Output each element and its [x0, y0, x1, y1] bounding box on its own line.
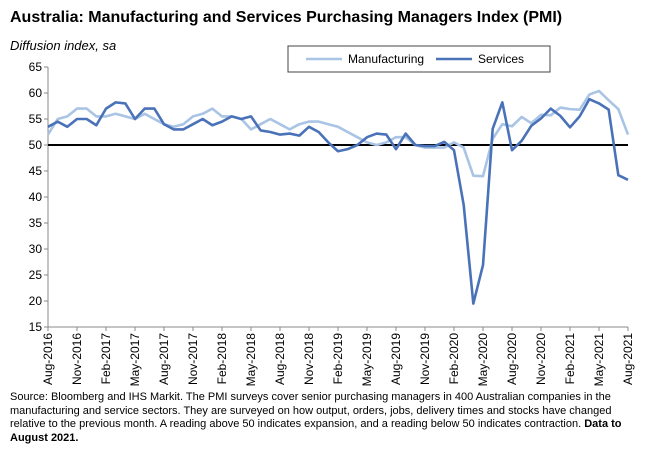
y-tick-label: 30 — [29, 242, 43, 256]
chart: Australia: Manufacturing and Services Pu… — [10, 9, 635, 387]
series-line — [46, 89, 630, 178]
x-tick-label: Aug-2016 — [41, 333, 55, 385]
x-tick-label: May-2019 — [360, 333, 374, 387]
x-tick-label: Nov-2017 — [186, 333, 200, 385]
x-tick-label: Aug-2020 — [505, 333, 519, 385]
x-tick-label: May-2018 — [244, 333, 258, 387]
x-tick-label: Feb-2018 — [215, 333, 229, 385]
y-tick-label: 60 — [29, 86, 43, 100]
y-tick-label: 65 — [29, 60, 43, 74]
source-text: Source: Bloomberg and IHS Markit. The PM… — [10, 391, 612, 430]
x-tick-label: Nov-2020 — [534, 333, 548, 385]
x-tick-label: May-2021 — [592, 333, 606, 387]
x-tick-label: Nov-2019 — [418, 333, 432, 385]
source-bold: Data to August 2021. — [10, 418, 622, 444]
x-tick-label: Aug-2018 — [273, 333, 287, 385]
x-tick-label: Feb-2019 — [331, 333, 345, 385]
y-tick-label: 15 — [29, 320, 43, 334]
chart-title: Australia: Manufacturing and Services Pu… — [10, 9, 562, 26]
x-tick-label: Aug-2017 — [157, 333, 171, 385]
x-tick-label: Aug-2019 — [389, 333, 403, 385]
source-note: Source: Bloomberg and IHS Markit. The PM… — [10, 391, 638, 445]
x-tick-label: May-2020 — [476, 333, 490, 387]
y-tick-label: 50 — [29, 138, 43, 152]
x-tick-label: Feb-2021 — [563, 333, 577, 385]
subtitle: Diffusion index, sa — [10, 38, 116, 53]
legend-label: Manufacturing — [348, 52, 424, 66]
y-tick-label: 20 — [29, 294, 43, 308]
x-tick-label: Nov-2016 — [70, 333, 84, 385]
x-tick-label: Feb-2017 — [99, 333, 113, 385]
y-tick-label: 45 — [29, 164, 43, 178]
x-tick-label: Feb-2020 — [447, 333, 461, 385]
y-tick-label: 55 — [29, 112, 43, 126]
legend-label: Services — [478, 52, 524, 66]
y-tick-label: 35 — [29, 216, 43, 230]
x-tick-label: May-2017 — [128, 333, 142, 387]
x-tick-label: Aug-2021 — [621, 333, 635, 385]
x-tick-label: Nov-2018 — [302, 333, 316, 385]
y-tick-label: 40 — [29, 190, 43, 204]
series-line — [47, 97, 629, 305]
y-tick-label: 25 — [29, 268, 43, 282]
